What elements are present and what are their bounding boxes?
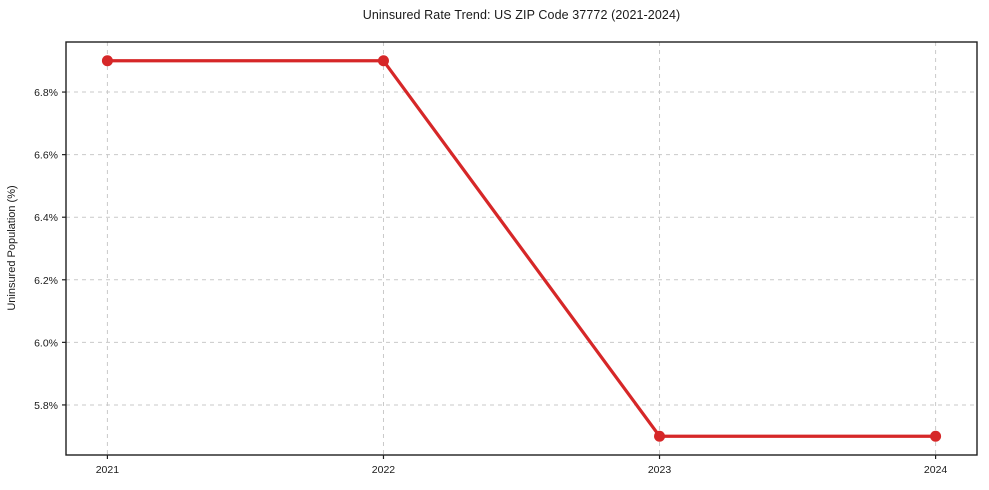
data-line [105,59,938,438]
data-point-marker [930,430,942,442]
x-tick-label: 2024 [924,464,948,476]
y-tick-label: 6.6% [34,150,58,162]
x-tick-label: 2021 [96,464,120,476]
data-point-marker [377,55,389,67]
x-tick-label: 2022 [372,464,396,476]
data-point-marker [654,430,666,442]
data-point-marker [101,55,113,67]
x-tick-label: 2023 [648,464,672,476]
y-tick-label: 5.8% [34,400,58,412]
y-tick-label: 6.4% [34,212,58,224]
y-tick-label: 6.0% [34,337,58,349]
chart-title: Uninsured Rate Trend: US ZIP Code 37772 … [362,8,681,22]
y-tick-label: 6.2% [34,275,58,287]
plot-border [65,41,978,456]
y-tick-label: 6.8% [34,87,58,99]
